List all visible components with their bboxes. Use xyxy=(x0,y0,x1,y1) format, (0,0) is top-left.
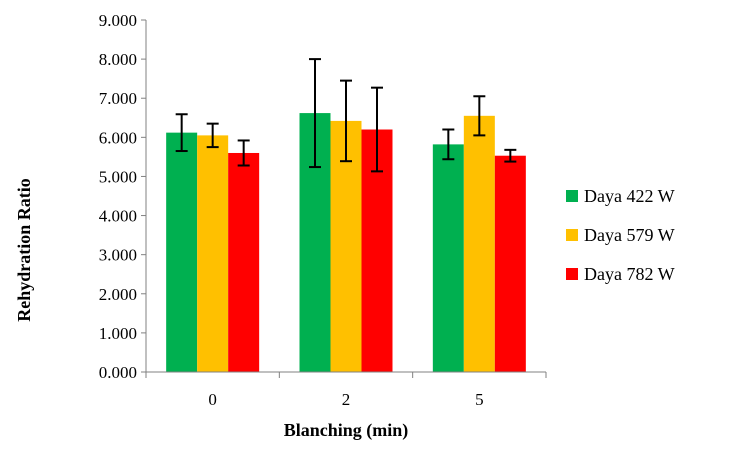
bar xyxy=(330,120,362,372)
error-bar xyxy=(309,58,321,169)
error-bar xyxy=(473,95,486,137)
x-tick-label: 2 xyxy=(342,390,351,409)
x-axis-title: Blanching (min) xyxy=(284,420,409,441)
y-tick-label: 3.000 xyxy=(99,246,137,265)
legend-label: Daya 782 W xyxy=(584,264,675,284)
error-bar xyxy=(237,139,250,167)
y-tick-label: 6.000 xyxy=(99,128,137,147)
legend-swatch xyxy=(566,229,578,241)
y-axis-title: Rehydration Ratio xyxy=(14,178,34,322)
y-tick-label: 2.000 xyxy=(99,285,137,304)
error-bar xyxy=(442,128,455,161)
error-bar xyxy=(371,86,383,173)
y-axis-ticks: 0.000 1.000 2.000 3.000 4.000 5.000 6.000 7.000… xyxy=(99,11,146,382)
y-tick-label: 1.000 xyxy=(99,324,137,343)
x-tick-label: 5 xyxy=(475,390,484,409)
error-bar xyxy=(175,113,188,153)
bar xyxy=(197,135,229,372)
bar xyxy=(166,132,198,372)
legend-swatch xyxy=(566,268,578,280)
error-bar xyxy=(504,148,517,163)
y-tick-label: 0.000 xyxy=(99,363,137,382)
legend-item: Daya 782 W xyxy=(566,264,675,284)
error-bar xyxy=(340,79,352,163)
x-tick-label: 0 xyxy=(208,390,217,409)
bar xyxy=(228,152,260,372)
error-bar xyxy=(206,122,219,149)
y-tick-label: 8.000 xyxy=(99,50,137,69)
bars xyxy=(166,113,526,373)
error-bars xyxy=(175,58,517,173)
legend-item: Daya 422 W xyxy=(566,186,675,206)
legend-swatch xyxy=(566,190,578,202)
legend-label: Daya 579 W xyxy=(584,225,675,245)
y-tick-label: 4.000 xyxy=(99,207,137,226)
bar xyxy=(463,115,495,373)
y-tick-label: 9.000 xyxy=(99,11,137,30)
legend: Daya 422 W Daya 579 W Daya 782 W xyxy=(566,186,675,284)
y-tick-label: 5.000 xyxy=(99,167,137,186)
bar xyxy=(494,155,526,372)
y-tick-label: 7.000 xyxy=(99,89,137,108)
legend-item: Daya 579 W xyxy=(566,225,675,245)
bar xyxy=(432,144,464,372)
x-axis-ticks: 0 2 5 xyxy=(145,372,547,409)
legend-label: Daya 422 W xyxy=(584,186,675,206)
